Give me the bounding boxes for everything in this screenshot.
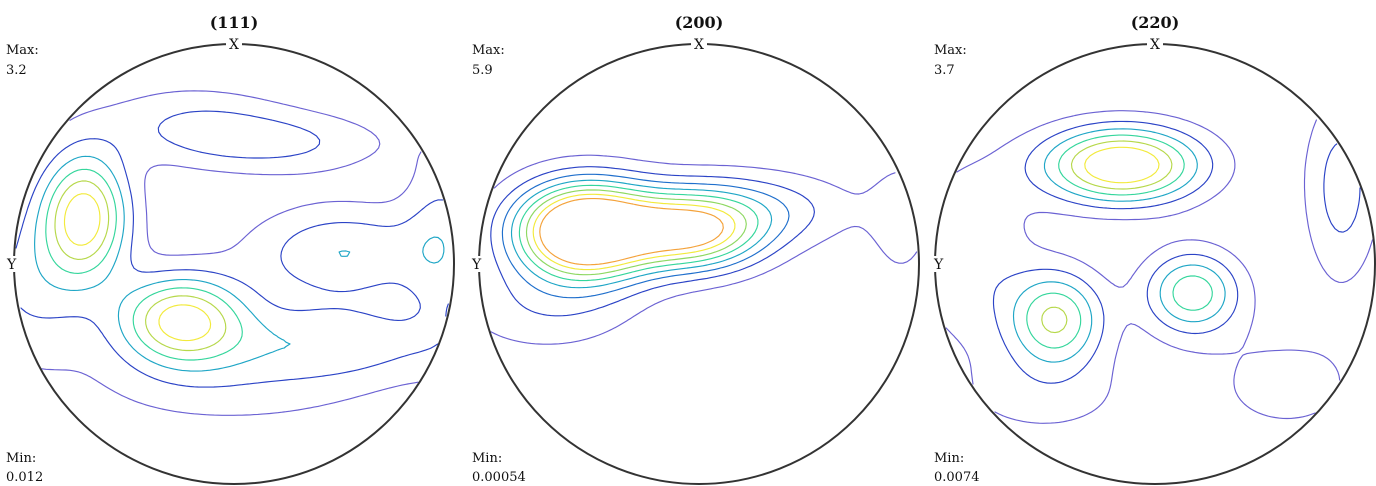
pole-figure-panel: (111) Max: 3.2 Min: 0.012 X Y	[6, 13, 455, 485]
contour-level-3	[525, 189, 747, 276]
contour-level-3.5	[532, 193, 736, 271]
contour-level-4	[539, 198, 724, 266]
max-value: 3.2	[6, 63, 27, 78]
axis-y-label-bg	[471, 256, 485, 272]
projection-circle	[13, 43, 455, 485]
contour-lines	[945, 110, 1373, 424]
min-value: 0.012	[6, 470, 43, 485]
contour-level-2	[45, 168, 243, 361]
contour-level-1.5	[501, 173, 790, 299]
max-label: Max:	[934, 43, 967, 58]
contour-level-1	[15, 110, 449, 388]
axis-y-label: Y	[6, 257, 17, 273]
axis-x-label-bg	[691, 36, 707, 52]
axis-x-label: X	[694, 37, 704, 53]
panel-title: (111)	[210, 13, 259, 32]
contour-level-0.5	[41, 90, 422, 416]
contour-level-0.5	[945, 110, 1373, 424]
min-value: 0.00054	[472, 470, 526, 485]
axis-y-label: Y	[933, 257, 944, 273]
axis-y-label-bg	[6, 256, 20, 272]
axis-x-label-bg	[226, 36, 242, 52]
contour-level-1.5	[1012, 128, 1226, 363]
axis-y-label: Y	[471, 257, 482, 273]
contour-level-1.5	[34, 155, 445, 372]
contour-level-3	[63, 193, 212, 342]
contour-level-3	[1084, 146, 1160, 184]
panel-title: (200)	[675, 13, 724, 32]
axis-x-label: X	[1150, 37, 1160, 53]
min-value: 0.0074	[934, 470, 980, 485]
contour-level-2.5	[1041, 140, 1173, 334]
pole-figure-panel: (220) Max: 3.7 Min: 0.0074 X Y	[933, 13, 1376, 485]
contour-level-1	[490, 166, 815, 317]
min-label: Min:	[472, 451, 502, 466]
max-label: Max:	[6, 43, 39, 58]
projection-circle	[934, 43, 1376, 485]
axis-y-label-bg	[933, 256, 947, 272]
contour-lines	[15, 90, 449, 416]
min-label: Min:	[934, 451, 964, 466]
contour-level-2.5	[54, 180, 227, 352]
contour-level-0.5	[490, 154, 918, 345]
max-label: Max:	[472, 43, 505, 58]
contour-level-2	[1026, 134, 1213, 349]
panel-title: (220)	[1131, 13, 1180, 32]
contour-level-1	[992, 120, 1361, 384]
max-value: 5.9	[472, 63, 493, 78]
max-value: 3.7	[934, 63, 955, 78]
axis-x-label: X	[229, 37, 239, 53]
pole-figure-panel: (200) Max: 5.9 Min: 0.00054 X Y	[471, 13, 920, 485]
contour-level-2	[510, 179, 773, 289]
min-label: Min:	[6, 451, 36, 466]
axis-x-label-bg	[1147, 36, 1163, 52]
contour-lines	[490, 154, 918, 345]
contour-level-2.5	[518, 184, 759, 282]
